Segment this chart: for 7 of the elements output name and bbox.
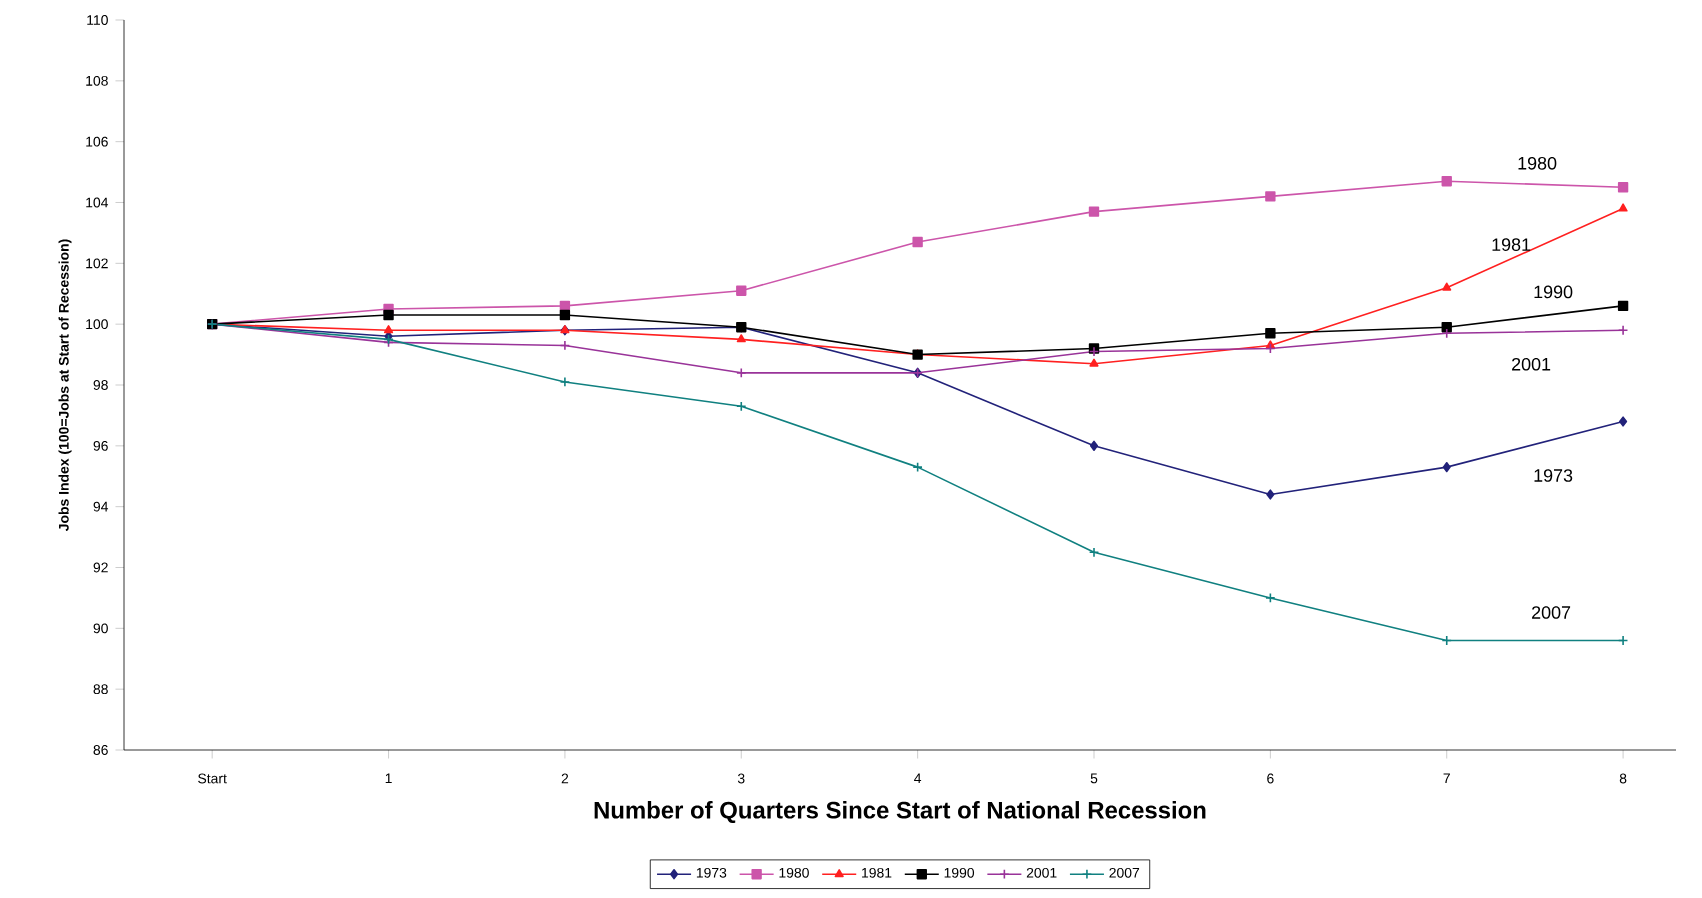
x-axis-title: Number of Quarters Since Start of National Recession	[594, 801, 1206, 824]
annotation: 1980	[1518, 156, 1557, 170]
annotation: 1973	[1534, 469, 1573, 482]
annotation: 2007	[1532, 606, 1571, 619]
annotation: 1990	[1534, 285, 1573, 299]
annotation: 2001	[1512, 357, 1551, 371]
annotation: 1981	[1492, 238, 1531, 251]
